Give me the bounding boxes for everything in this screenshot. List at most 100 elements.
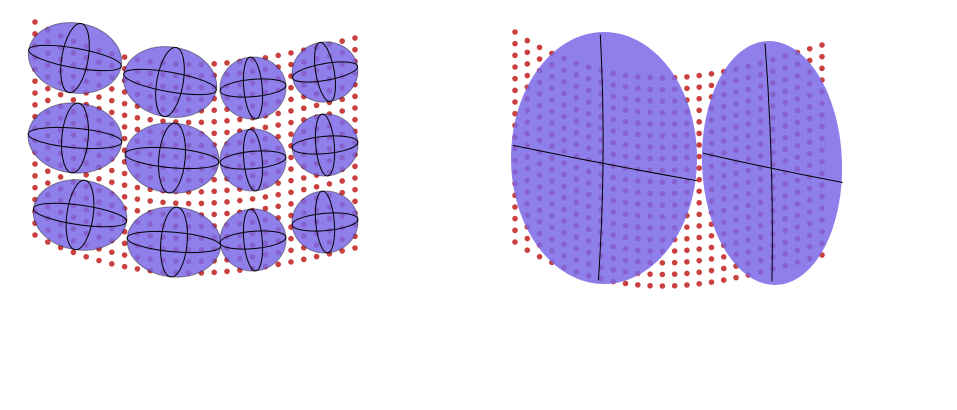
grid-point [647,271,653,277]
ellipsoid-meridian [158,122,186,194]
grid-point [109,86,115,92]
ellipsoid [291,113,359,177]
ellipsoid [511,32,698,284]
grid-point [352,245,358,251]
grid-point [109,97,115,104]
grid-point [198,119,205,126]
ellipsoid-outline [291,190,359,254]
grid-point [288,201,294,207]
grid-point [198,200,205,207]
grid-point [352,105,358,111]
grid-point [45,239,51,245]
grid-point [121,193,128,200]
ellipsoid-body [511,32,697,284]
grid-point [45,85,51,92]
grid-point [173,200,179,206]
grid-point [708,256,715,262]
grid-point [696,200,702,206]
grid-point [708,70,715,77]
grid-point [326,181,333,187]
grid-point [512,75,518,82]
grid-point [696,165,702,171]
grid-point [696,211,702,218]
grid-point [109,179,115,186]
grid-point [720,265,727,272]
grid-point [696,188,702,195]
grid-point [671,259,678,266]
grid-point [83,172,89,178]
grid-point [684,247,690,254]
grid-point [339,189,346,196]
grid-point [659,260,666,266]
ellipsoid [701,41,843,285]
grid-point [684,224,690,230]
ellipsoid [27,102,123,174]
grid-point [313,184,320,190]
ellipsoid [219,56,287,120]
grid-point [160,199,166,206]
ellipsoid-equator [28,44,122,72]
ellipsoid [219,208,287,272]
grid-point [211,188,217,195]
grid-point [96,257,102,264]
grid-point [147,116,153,123]
ellipsoid-equator [219,230,287,250]
grid-point [696,246,702,252]
grid-point [224,187,230,194]
ellipsoid-body [292,113,358,177]
grid-point [211,176,217,183]
ellipsoid-body [127,206,221,278]
grid-point [524,49,531,56]
grid-point [121,89,128,95]
grid-point [211,269,217,276]
grid-point [70,249,77,256]
grid-point [708,244,715,251]
grid-point [288,154,294,161]
grid-point [121,252,128,258]
grid-point [288,131,294,137]
ellipsoid [27,22,123,94]
grid-point [536,253,543,260]
grid-point [32,19,38,25]
grid-point [288,177,294,184]
grid-point [708,82,715,89]
ellipsoid-equator [291,212,359,232]
grid-point [45,97,51,104]
ellipsoid-outline [32,179,128,251]
grid-point [134,126,141,133]
ellipsoid-equator [219,150,287,170]
grid-point [659,283,666,289]
grid-point [224,199,230,205]
grid-point [134,196,141,202]
grid-point [262,124,269,131]
grid-point [288,189,294,196]
grid-point [109,261,115,267]
ellipsoid-meridian [242,128,264,192]
ellipsoid-equator [291,135,359,155]
ellipsoid-equator [124,146,220,170]
grid-point [211,130,217,137]
grid-point [352,35,358,41]
grid-point [121,170,128,177]
grid-point [211,107,217,113]
ellipsoid-meridian [160,206,188,278]
grid-point [134,207,141,214]
grid-point [121,135,128,142]
ellipsoid-equator [32,202,128,228]
grid-point [275,203,282,210]
grid-point [536,44,543,51]
grid-point [524,61,531,67]
ellipsoid-body [28,22,122,94]
grid-point [288,166,294,172]
ellipsoid-meridian [155,46,185,118]
grid-point [512,215,518,222]
grid-point [339,96,346,103]
grid-point [339,178,346,184]
grid-point [32,90,38,96]
grid-point [121,263,128,270]
grid-point [671,248,678,254]
grid-point [313,253,320,260]
grid-point [288,247,294,254]
ellipsoid-equator [27,126,123,150]
